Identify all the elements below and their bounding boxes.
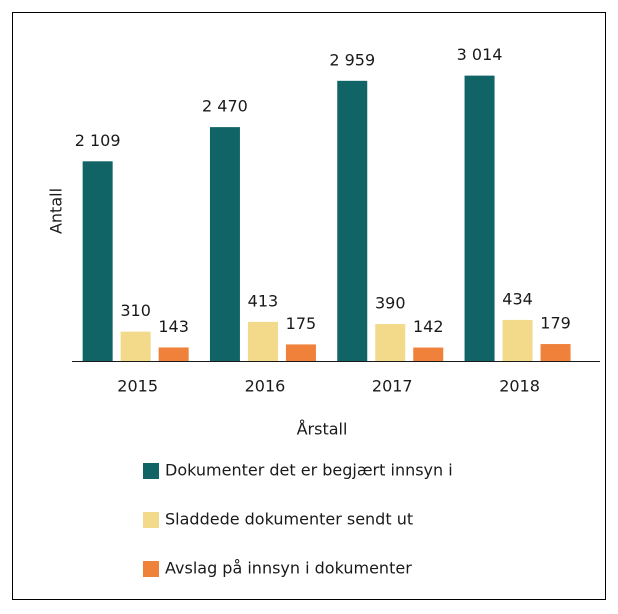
legend-label: Dokumenter det er begjært innsyn i: [165, 461, 453, 480]
legend-swatch: [143, 463, 159, 479]
legend-label: Avslag på innsyn i dokumenter: [165, 559, 412, 578]
value-label: 390: [375, 294, 406, 313]
bar: [82, 161, 113, 361]
legend-label: Sladdede dokumenter sendt ut: [165, 510, 413, 529]
value-label: 143: [158, 317, 189, 336]
bar: [209, 127, 240, 361]
bar: [413, 347, 444, 361]
value-label: 175: [286, 314, 317, 333]
value-label: 2 959: [329, 50, 375, 69]
bar: [337, 80, 368, 361]
y-axis-label: Antall: [47, 188, 66, 234]
bar: [502, 319, 533, 361]
bar: [285, 344, 316, 361]
bar: [375, 324, 406, 361]
x-tick-label: 2017: [372, 377, 413, 396]
bar: [120, 331, 151, 361]
value-label: 2 109: [75, 131, 121, 150]
bar: [540, 344, 571, 361]
x-tick-label: 2015: [117, 377, 158, 396]
x-axis-label: Årstall: [297, 420, 348, 439]
x-tick-label: 2018: [499, 377, 540, 396]
legend-swatch: [143, 561, 159, 577]
value-label: 3 014: [457, 45, 503, 64]
value-label: 2 470: [202, 97, 248, 116]
legend-swatch: [143, 512, 159, 528]
value-label: 179: [540, 314, 571, 333]
bar: [464, 75, 495, 361]
value-label: 434: [502, 289, 533, 308]
value-label: 310: [120, 301, 151, 320]
x-tick-label: 2016: [245, 377, 286, 396]
value-label: 413: [248, 291, 279, 310]
bar: [158, 347, 189, 361]
bar: [247, 321, 278, 361]
value-label: 142: [413, 317, 444, 336]
